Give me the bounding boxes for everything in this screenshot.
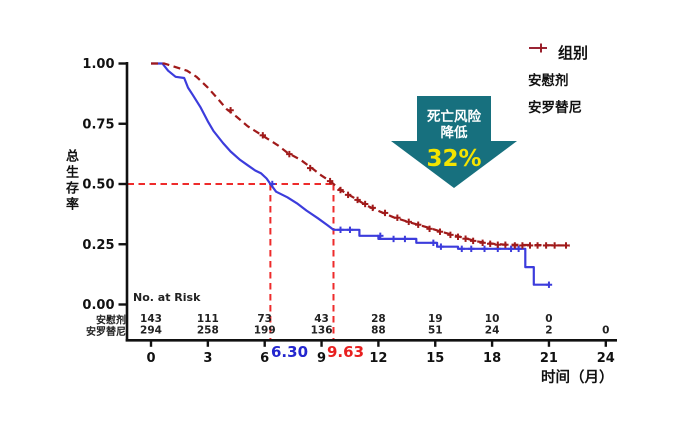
down-arrow-icon	[391, 96, 517, 188]
censor-marks	[227, 107, 570, 288]
risk-value: 0	[545, 313, 552, 325]
x-tick-label: 3	[203, 351, 212, 366]
anlotinib-line-marker-icon	[529, 43, 547, 53]
x-axis-title: 时间（月）	[541, 370, 614, 386]
risk-table-title: No. at Risk	[133, 291, 201, 304]
median-label-anlotinib: 9.63	[327, 343, 365, 361]
survival-curves	[151, 62, 570, 286]
risk-value: 43	[314, 313, 329, 325]
callout-line2: 降低	[441, 124, 468, 141]
x-tick-label: 9	[317, 351, 326, 366]
reference-lines	[127, 183, 335, 341]
x-tick-label: 21	[540, 351, 558, 366]
x-tick-label: 24	[597, 351, 615, 366]
risk-value: 143	[140, 313, 162, 325]
risk-value: 111	[197, 313, 219, 325]
x-tick-label: 18	[483, 351, 501, 366]
legend-item-anlotinib: 安罗替尼	[528, 43, 588, 116]
y-tick-label: 0.75	[82, 117, 114, 132]
legend-item-label: 安慰剂	[528, 73, 569, 89]
legend-item-placebo: 安慰剂	[528, 43, 588, 89]
y-tick-label: 0.00	[82, 298, 114, 313]
median-label-placebo: 6.30	[271, 343, 309, 361]
x-tick-label: 15	[426, 351, 444, 366]
curve-placebo	[151, 62, 549, 286]
legend-item-label: 安罗替尼	[528, 100, 582, 116]
y-tick-label: 1.00	[82, 57, 114, 72]
risk-value: 51	[428, 325, 443, 337]
x-tick-label: 0	[146, 351, 155, 366]
y-tick-label: 0.50	[82, 178, 114, 193]
risk-row-label: 安罗替尼	[86, 325, 126, 338]
risk-value: 136	[311, 325, 333, 337]
callout-value: 32%	[426, 146, 481, 172]
risk-value: 2	[545, 325, 552, 337]
risk-value: 258	[197, 325, 219, 337]
axes: 1.00 0.75 0.50 0.25 0.00 0 3 6 9 12 15 18 21 24	[82, 57, 617, 366]
y-axis-title: 总生存率	[63, 149, 78, 213]
risk-value: 0	[602, 325, 609, 337]
death-risk-callout: 死亡风险 降低 32%	[391, 96, 517, 188]
x-tick-label: 12	[369, 351, 387, 366]
curve-anlotinib	[151, 62, 570, 247]
callout-line1: 死亡风险	[426, 108, 481, 125]
x-tick-label: 6	[260, 351, 269, 366]
risk-value: 88	[371, 325, 386, 337]
legend-title: 组别	[558, 44, 589, 62]
risk-value: 199	[254, 325, 276, 337]
risk-table-values: 安慰剂 143 111 73 43 28 19 10 0 安罗替尼 294 258 199 136 88 51…	[86, 313, 609, 338]
risk-value: 10	[485, 313, 500, 325]
risk-value: 24	[485, 325, 500, 337]
risk-row-label: 安慰剂	[96, 314, 126, 327]
legend: 组别 安慰剂 安罗替尼	[528, 42, 588, 123]
risk-value: 19	[428, 313, 443, 325]
y-tick-label: 0.25	[82, 238, 114, 253]
risk-value: 28	[371, 313, 386, 325]
risk-value: 73	[257, 313, 272, 325]
risk-value: 294	[140, 325, 162, 337]
